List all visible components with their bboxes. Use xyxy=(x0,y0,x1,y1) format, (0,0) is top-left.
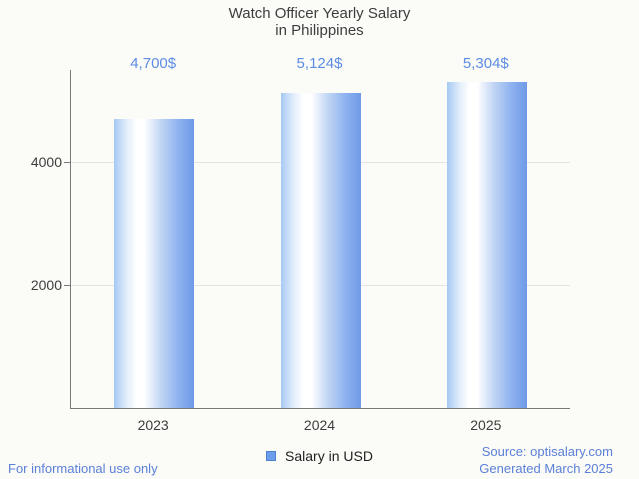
chart-title: Watch Officer Yearly Salary in Philippin… xyxy=(0,5,639,39)
source-text: Source: optisalary.com xyxy=(481,444,613,459)
y-tick-4000 xyxy=(64,161,71,163)
chart-title-line1: Watch Officer Yearly Salary xyxy=(228,5,411,22)
chart-title-line2: in Philippines xyxy=(275,22,364,39)
x-axis-label-2025: 2025 xyxy=(470,417,502,433)
plot-area xyxy=(64,70,570,409)
bar-2024 xyxy=(280,93,361,408)
y-tick-2000 xyxy=(64,284,71,286)
value-label-2025: 5,304$ xyxy=(462,55,509,72)
legend-label: Salary in USD xyxy=(285,448,373,464)
legend-marker-icon xyxy=(266,451,277,461)
bar-2023 xyxy=(114,119,195,408)
generated-text: Generated March 2025 xyxy=(479,461,613,476)
value-label-2023: 4,700$ xyxy=(130,55,177,72)
source-block: Source: optisalary.com Generated March 2… xyxy=(479,443,613,477)
value-label-2024: 5,124$ xyxy=(296,55,343,72)
bar-2025 xyxy=(446,82,527,408)
x-axis-label-2024: 2024 xyxy=(303,417,336,433)
disclaimer-text: For informational use only xyxy=(8,461,158,476)
legend: Salary in USD xyxy=(0,448,639,464)
y-axis-label-4000: 4000 xyxy=(30,154,62,171)
value-labels-row: 4,700$ 5,124$ 5,304$ xyxy=(0,55,639,75)
y-axis-label-2000: 2000 xyxy=(30,277,62,294)
x-axis-label-2023: 2023 xyxy=(137,417,169,433)
